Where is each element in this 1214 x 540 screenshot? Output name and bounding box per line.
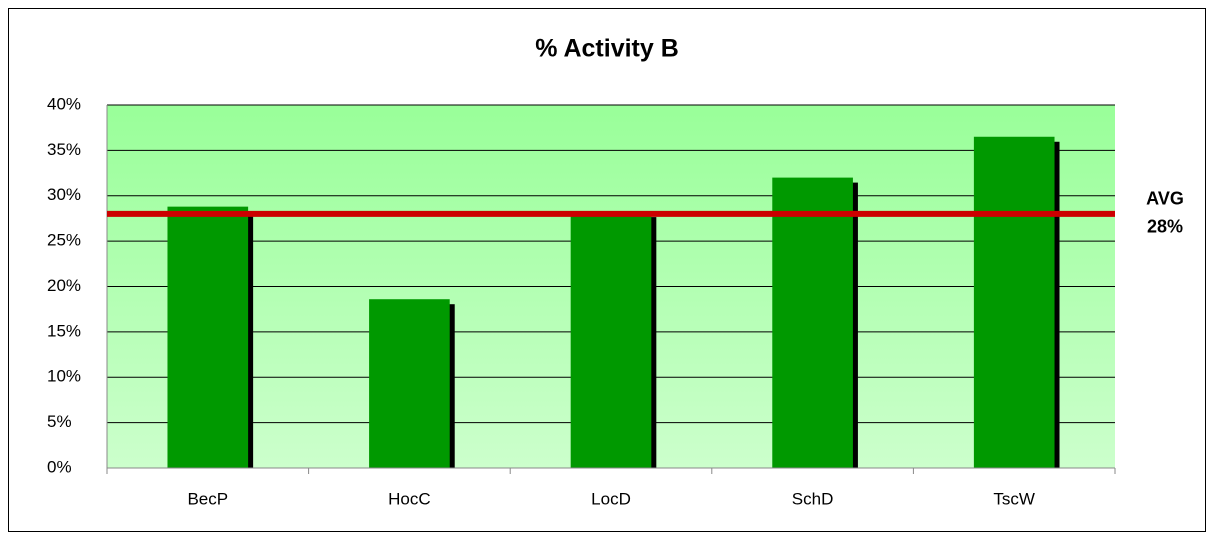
y-tick-label: 10% [47, 367, 81, 386]
x-tick-label: LocD [591, 489, 631, 508]
bar [570, 212, 652, 468]
bar [973, 136, 1055, 468]
x-tick-label: BecP [187, 489, 228, 508]
average-label: AVG [1146, 189, 1184, 209]
y-tick-label: 0% [47, 457, 72, 476]
bar [167, 206, 249, 468]
x-tick-label: HocC [388, 489, 431, 508]
y-tick-label: 35% [47, 140, 81, 159]
y-tick-label: 20% [47, 276, 81, 295]
bar [772, 177, 853, 468]
y-tick-label: 5% [47, 412, 72, 431]
average-value-label: 28% [1147, 217, 1183, 237]
y-tick-label: 25% [47, 231, 81, 250]
y-tick-label: 15% [47, 321, 81, 340]
chart-title: % Activity B [535, 35, 679, 63]
x-tick-label: SchD [792, 489, 834, 508]
y-tick-label: 30% [47, 185, 81, 204]
x-tick-label: TscW [993, 489, 1035, 508]
y-tick-label: 40% [47, 94, 81, 113]
bar [369, 299, 450, 468]
